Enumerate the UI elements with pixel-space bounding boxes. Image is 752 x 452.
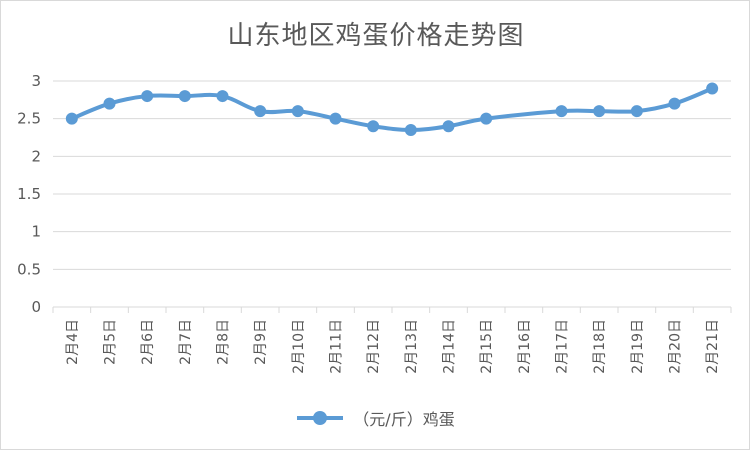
x-tick-label: 2月4日 [65,319,81,365]
series-line [69,86,715,132]
data-point [178,90,191,103]
legend-series-marker [297,405,344,431]
y-tick-label: 2.5 [17,110,41,128]
data-point [555,105,568,118]
data-point [216,90,229,103]
y-tick-label: 3 [31,72,41,90]
x-tick-label: 2月11日 [329,319,345,374]
x-tick-label: 2月14日 [442,319,458,374]
data-point [254,105,267,118]
x-tick-label: 2月18日 [592,319,608,374]
data-point [103,97,116,110]
data-point [141,90,154,103]
x-tick-label: 2月19日 [630,319,646,374]
y-tick-label: 0 [31,298,41,316]
y-tick-label: 1 [31,223,41,241]
data-point [367,120,380,133]
legend: （元/斤）鸡蛋 [1,405,751,431]
y-tick-label: 2 [31,147,41,165]
data-point [668,97,681,110]
data-point [404,123,417,136]
x-tick-label: 2月15日 [479,319,495,374]
x-tick-label: 2月5日 [103,319,119,365]
data-point [480,112,493,125]
x-tick-label: 2月6日 [140,319,156,365]
x-tick-label: 2月8日 [216,319,232,365]
y-tick-label: 0.5 [17,260,41,278]
data-point [706,82,719,95]
chart-title: 山东地区鸡蛋价格走势图 [227,21,525,51]
x-tick-label: 2月9日 [253,319,269,365]
data-point [65,112,78,125]
x-tick-label: 2月17日 [555,319,571,374]
legend-series-label: （元/斤）鸡蛋 [353,410,455,429]
data-point [329,112,342,125]
data-point [291,105,304,118]
x-tick-label: 2月10日 [291,319,307,374]
x-tick-label: 2月21日 [705,319,721,374]
data-point [593,105,606,118]
x-tick-label: 2月12日 [366,319,382,374]
y-tick-label: 1.5 [17,185,41,203]
data-point [630,105,643,118]
x-tick-label: 2月20日 [668,319,684,374]
x-tick-label: 2月7日 [178,319,194,365]
x-tick-label: 2月13日 [404,319,420,374]
data-point [442,120,455,133]
x-tick-label: 2月16日 [517,319,533,374]
